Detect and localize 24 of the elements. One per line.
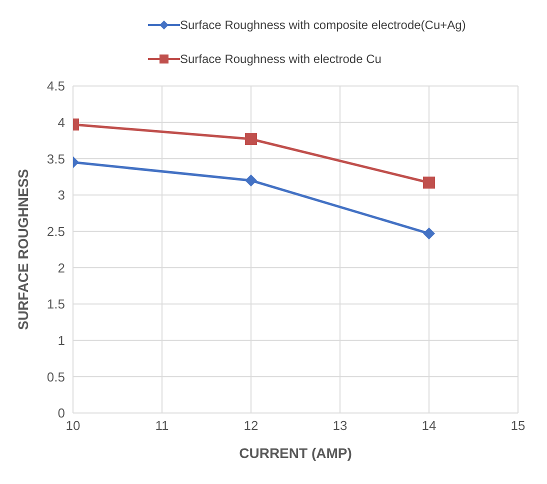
x-tick-label: 13 [332,418,348,434]
x-tick-label: 14 [422,418,436,434]
y-tick-label: 1 [58,332,65,348]
y-tick-label: 0 [58,406,65,421]
point [423,228,435,240]
y-axis-title: SURFACE ROUGHNESS [14,168,31,330]
legend-label: Surface Roughness with composite electrode(Cu+Ag) [180,18,466,32]
point [423,176,435,189]
x-tick-label: 15 [510,418,526,434]
y-tick-label: 2 [58,260,65,276]
y-tick-label: 3 [58,188,65,203]
y-tick-label: 0.5 [46,369,65,384]
x-tick-label: 10 [66,418,80,434]
x-axis-title: CURRENT (AMP) [239,445,352,461]
y-tick-label: 4.5 [46,78,65,94]
y-tick-label: 4 [58,114,65,130]
point [245,174,257,186]
x-tick-label: 12 [244,418,258,434]
point [245,133,257,146]
y-tick-label: 2.5 [46,224,65,239]
y-tick-label: 1.5 [46,296,65,312]
legend-label: Surface Roughness with electrode Cu [180,52,382,66]
x-tick-label: 11 [155,418,169,434]
y-tick-label: 3.5 [46,151,65,166]
